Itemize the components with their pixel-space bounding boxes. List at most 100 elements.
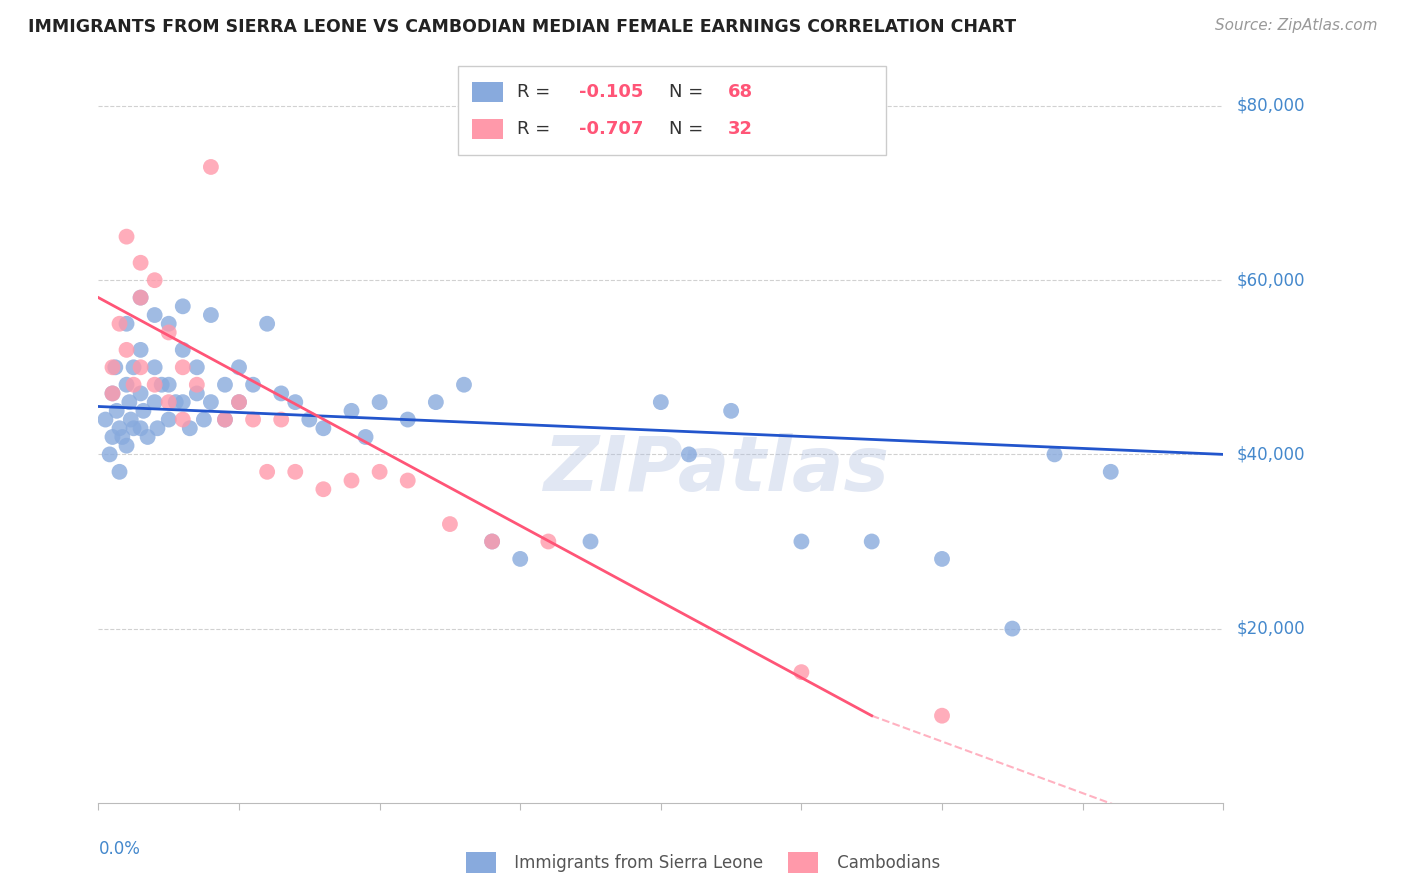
Text: IMMIGRANTS FROM SIERRA LEONE VS CAMBODIAN MEDIAN FEMALE EARNINGS CORRELATION CHA: IMMIGRANTS FROM SIERRA LEONE VS CAMBODIA… [28, 18, 1017, 36]
Point [115, 229, 138, 244]
Point [143, 360, 166, 375]
Point [270, 412, 292, 426]
Point [108, 317, 131, 331]
Point [150, 377, 173, 392]
FancyBboxPatch shape [458, 66, 886, 155]
Point [129, 291, 152, 305]
Text: 32: 32 [728, 120, 754, 138]
Point [132, 404, 155, 418]
Point [439, 517, 461, 532]
Point [340, 474, 363, 488]
Point [340, 404, 363, 418]
Point [256, 317, 278, 331]
Point [101, 360, 124, 375]
Point [101, 386, 124, 401]
Point [111, 430, 134, 444]
Text: N =: N = [669, 120, 709, 138]
Point [165, 395, 187, 409]
Point [104, 360, 127, 375]
Point [122, 360, 145, 375]
Point [790, 534, 813, 549]
Point [186, 360, 208, 375]
Text: N =: N = [669, 83, 709, 101]
Point [537, 534, 560, 549]
Point [172, 299, 194, 313]
Point [157, 412, 180, 426]
Point [122, 421, 145, 435]
Point [214, 377, 236, 392]
Point [453, 377, 475, 392]
Point [115, 317, 138, 331]
Point [242, 377, 264, 392]
Point [108, 421, 131, 435]
Text: -0.105: -0.105 [579, 83, 643, 101]
Point [720, 404, 742, 418]
Point [284, 465, 307, 479]
Point [200, 160, 222, 174]
Point [98, 447, 121, 461]
Text: 0.0%: 0.0% [98, 840, 141, 858]
Text: R =: R = [517, 83, 555, 101]
Point [118, 395, 141, 409]
Point [931, 708, 953, 723]
Point [200, 308, 222, 322]
FancyBboxPatch shape [472, 119, 503, 139]
Point [790, 665, 813, 680]
Point [354, 430, 377, 444]
Point [143, 308, 166, 322]
Point [242, 412, 264, 426]
Text: $60,000: $60,000 [1237, 271, 1306, 289]
Point [172, 360, 194, 375]
Point [186, 377, 208, 392]
Point [481, 534, 503, 549]
Point [678, 447, 700, 461]
Point [108, 465, 131, 479]
Point [101, 430, 124, 444]
Point [931, 552, 953, 566]
Point [186, 386, 208, 401]
Point [115, 439, 138, 453]
Point [129, 386, 152, 401]
Point [228, 395, 250, 409]
Point [157, 377, 180, 392]
Text: ZIPatlas: ZIPatlas [544, 433, 890, 507]
Point [94, 412, 117, 426]
Legend:  Immigrants from Sierra Leone,  Cambodians: Immigrants from Sierra Leone, Cambodians [460, 846, 946, 880]
Point [256, 465, 278, 479]
Point [129, 360, 152, 375]
Point [143, 395, 166, 409]
Point [129, 343, 152, 357]
Point [172, 343, 194, 357]
Point [200, 395, 222, 409]
Point [122, 377, 145, 392]
Point [228, 395, 250, 409]
Text: $20,000: $20,000 [1237, 620, 1306, 638]
Point [105, 404, 128, 418]
Point [214, 412, 236, 426]
Point [214, 412, 236, 426]
Text: R =: R = [517, 120, 555, 138]
Point [396, 412, 419, 426]
Point [157, 317, 180, 331]
Point [860, 534, 883, 549]
Point [115, 377, 138, 392]
Point [650, 395, 672, 409]
Point [101, 386, 124, 401]
Point [368, 465, 391, 479]
Point [509, 552, 531, 566]
Text: -0.707: -0.707 [579, 120, 643, 138]
Point [298, 412, 321, 426]
Point [396, 474, 419, 488]
Point [120, 412, 142, 426]
Point [146, 421, 169, 435]
Point [312, 421, 335, 435]
Point [143, 377, 166, 392]
Point [157, 395, 180, 409]
FancyBboxPatch shape [472, 82, 503, 103]
Point [129, 421, 152, 435]
Point [143, 273, 166, 287]
Point [115, 343, 138, 357]
Point [179, 421, 201, 435]
Text: 68: 68 [728, 83, 754, 101]
Point [193, 412, 215, 426]
